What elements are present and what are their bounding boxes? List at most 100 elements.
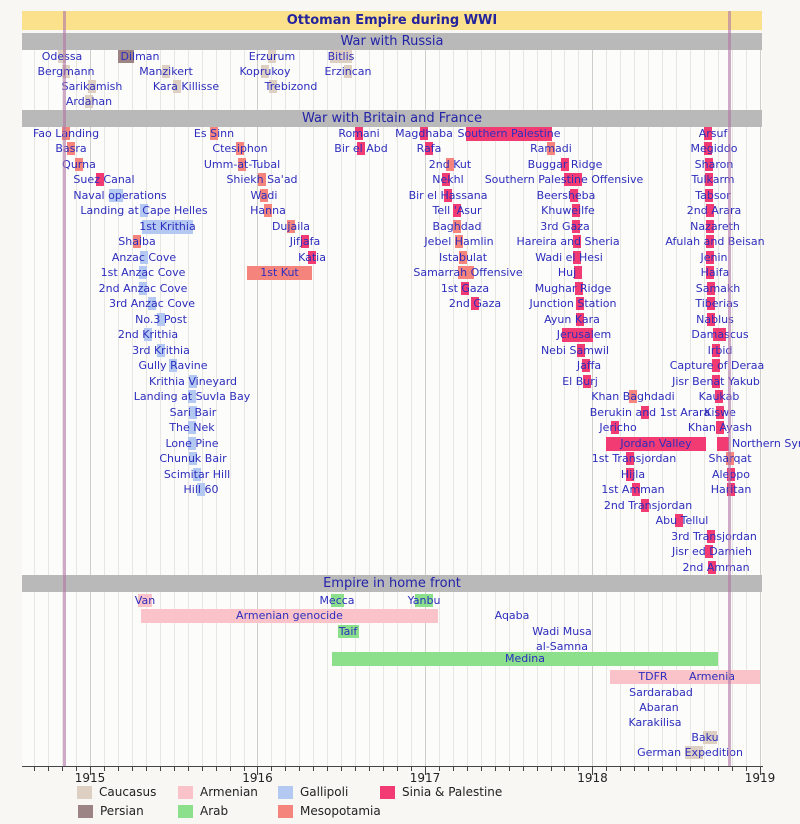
event-label: Ramadi [530, 142, 572, 155]
event-label: TDFR [638, 670, 668, 683]
event-marker [706, 235, 714, 248]
month-tick [466, 767, 468, 771]
year-tick [257, 767, 259, 775]
event-marker [157, 344, 165, 357]
month-gridline [159, 592, 161, 766]
month-gridline [187, 50, 189, 110]
month-gridline [690, 50, 692, 110]
month-tick [187, 767, 189, 771]
event-label: 2nd Arara [686, 204, 742, 217]
event-marker [712, 344, 720, 357]
month-gridline [383, 127, 385, 575]
month-gridline [508, 127, 510, 575]
event-label: Berukin and 1st Arara [589, 406, 711, 419]
month-gridline [341, 127, 343, 575]
month-gridline [606, 592, 608, 766]
event-label: Megiddo [690, 142, 738, 155]
event-label: Haritan [710, 483, 752, 496]
event-marker [446, 158, 454, 171]
event-marker [459, 251, 467, 264]
month-gridline [271, 127, 273, 575]
event-marker [197, 483, 205, 496]
event-label: 1st Kut [260, 266, 299, 279]
month-gridline [299, 50, 301, 110]
month-tick [341, 767, 343, 771]
month-gridline [103, 592, 105, 766]
year-tick [90, 767, 91, 775]
event-label: Wadi el Hesi [535, 251, 603, 264]
event-label: Mecca [319, 594, 355, 607]
event-marker [173, 80, 181, 93]
month-gridline [145, 127, 147, 575]
event-marker [442, 173, 450, 186]
event-marker [118, 50, 134, 63]
month-gridline [508, 592, 510, 766]
event-label: Erzurum [248, 50, 296, 63]
month-gridline [285, 50, 287, 110]
event-label: Hijla [620, 468, 646, 481]
month-gridline [606, 50, 608, 110]
event-label: Buggar Ridge [527, 158, 603, 171]
year-label: 1916 [242, 771, 273, 785]
event-label: Jenin [700, 251, 728, 264]
month-gridline [327, 127, 329, 575]
event-marker [632, 483, 640, 496]
event-label: Jisr Benat Yakub [672, 375, 760, 388]
year-gridline [759, 50, 761, 110]
event-marker [626, 468, 634, 481]
event-label: Rafa [416, 142, 442, 155]
event-label: Southern Palestine Offensive [484, 173, 644, 186]
month-gridline [704, 127, 706, 575]
month-gridline [62, 127, 64, 575]
event-marker [707, 530, 715, 543]
month-tick [564, 767, 566, 771]
event-marker [444, 189, 452, 202]
month-tick [34, 767, 36, 771]
event-label: Shiekh Sa'ad [226, 173, 298, 186]
month-gridline [452, 50, 454, 110]
month-gridline [466, 50, 468, 110]
month-tick [173, 767, 175, 771]
month-gridline [564, 50, 566, 110]
month-gridline [48, 127, 50, 575]
month-gridline [355, 50, 357, 110]
legend-label: Arab [200, 804, 229, 818]
section-header-war-with-britain-and-france: War with Britain and France [22, 110, 762, 127]
month-gridline [578, 50, 580, 110]
event-label: Lone Pine [165, 437, 219, 450]
event-label: Jebel Hamlin [424, 235, 494, 248]
event-marker [96, 173, 104, 186]
event-label: Dilman [120, 50, 160, 63]
event-label: Umm-at-Tubal [203, 158, 281, 171]
event-marker [210, 127, 218, 140]
month-gridline [243, 127, 245, 575]
event-bar [141, 608, 438, 623]
month-gridline [243, 50, 245, 110]
month-tick [648, 767, 650, 771]
year-label: 1918 [577, 771, 608, 785]
month-gridline [704, 50, 706, 110]
war-period-line [63, 11, 66, 767]
event-label: 3rd Gaza [540, 220, 590, 233]
event-label: Huj [557, 266, 577, 279]
event-label: Sharon [694, 158, 734, 171]
event-marker [58, 50, 66, 63]
event-label: Manzikert [139, 65, 193, 78]
month-tick [48, 767, 50, 771]
event-marker [575, 282, 583, 295]
event-marker [455, 235, 463, 248]
month-tick [676, 767, 678, 771]
month-gridline [480, 50, 482, 110]
legend-color-chip-sinai [380, 786, 395, 799]
month-gridline [355, 127, 357, 575]
event-marker [716, 406, 724, 419]
month-tick [704, 767, 706, 771]
event-marker [453, 220, 461, 233]
event-label: Aqaba [494, 609, 530, 622]
month-tick [369, 767, 371, 771]
event-marker [268, 50, 276, 63]
month-gridline [466, 592, 468, 766]
year-tick [759, 767, 761, 775]
event-marker [611, 421, 619, 434]
event-marker [705, 189, 713, 202]
